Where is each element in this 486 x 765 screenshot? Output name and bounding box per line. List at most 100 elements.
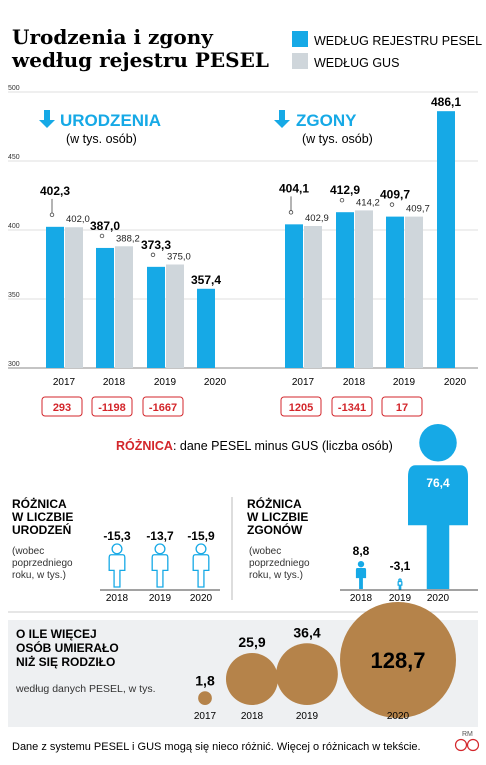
footer-text: Dane z systemu PESEL i GUS mogą się niec… [12,741,421,753]
bar-pesel [46,226,64,368]
diff-note-text: : dane PESEL minus GUS (liczba osób) [173,439,393,453]
person-icon [151,543,169,588]
bar-label-pesel: 404,1 [279,181,309,195]
bar-label-gus: 375,0 [167,252,191,263]
leader-dot [339,197,345,203]
down-arrow-icon [274,110,290,128]
bar-pesel [197,288,215,368]
bar-pesel [437,111,455,368]
title-line-1: Urodzenia i zgony [12,25,214,49]
bubble [340,602,456,718]
diff-box [331,396,373,417]
person-icon [192,543,210,588]
bubble-year: 2019 [296,711,319,722]
bubble-value: 128,7 [370,648,425,673]
bar-label-pesel: 373,3 [141,238,171,252]
person-icon [408,424,468,589]
births-change-title: RÓŻNICA [12,496,67,511]
births-heading: URODZENIA [60,111,161,130]
bubble [276,643,338,705]
y-tick-label: 450 [8,154,20,161]
deaths-change-note: poprzedniego [249,558,310,569]
births-change-title: W LICZBIE [12,510,73,524]
leader-dot [288,210,294,215]
diff-value: 17 [396,402,408,414]
births-change-year: 2020 [190,593,213,604]
legend-swatch-gus [292,53,308,69]
author-initials: RM [462,731,473,738]
births-change-note: roku, w tys.) [12,570,66,581]
diff-box [142,396,184,417]
deaths-heading: ZGONY [296,111,357,130]
births-subheading: (w tys. osób) [66,132,137,146]
legend-label-pesel: WEDŁUG REJESTRU PESEL [314,34,482,48]
bubble-year: 2020 [387,711,410,722]
bubble-value: 1,8 [195,672,215,688]
births-change-note: (wobec [12,546,44,557]
x-tick-label: 2018 [343,377,366,388]
diff-note-label: RÓŻNICA [116,438,173,453]
diff-box [91,396,133,417]
diff-value: -1198 [98,402,126,414]
diff-box [280,396,322,417]
bar-label-gus: 402,9 [305,213,329,224]
bar-gus [166,264,184,368]
leader-dot [99,233,105,239]
diff-value: 1205 [289,402,313,414]
births-change-title: URODZEŃ [12,522,71,537]
births-change-year: 2018 [106,593,129,604]
deaths-subheading: (w tys. osób) [302,132,373,146]
deaths-change-year: 2018 [350,593,373,604]
bubble-value: 25,9 [238,634,265,650]
deaths-change-value: 8,8 [353,544,370,558]
y-tick-label: 400 [8,223,20,230]
births-change-year: 2019 [149,593,172,604]
bubble-title: NIŻ SIĘ RODZIŁO [16,654,115,669]
bar-pesel [96,247,114,368]
bar-label-gus: 414,2 [356,197,380,208]
x-tick-label: 2020 [444,377,467,388]
legend-swatch-pesel [292,31,308,47]
births-change-value: -15,3 [103,529,131,543]
x-tick-label: 2020 [204,377,227,388]
bar-label-pesel: 412,9 [330,183,360,197]
bubble-note: według danych PESEL, w tys. [15,683,156,695]
bar-label-gus: 388,2 [116,233,140,244]
bar-gus [405,216,423,368]
bar-label-pesel: 486,1 [431,95,461,109]
x-tick-label: 2019 [154,377,177,388]
publisher-logo-icon [454,738,480,752]
deaths-change-value: 76,4 [426,476,450,490]
down-arrow-icon [39,110,55,128]
bubble-title: O ILE WIĘCEJ [16,627,97,641]
leader-dot [150,252,156,258]
deaths-change-note: roku, w tys.) [249,570,303,581]
diff-value: 293 [53,402,71,414]
title-line-2: według rejestru PESEL [11,48,269,72]
bar-pesel [386,216,404,368]
bar-label-pesel: 357,4 [191,273,221,287]
x-tick-label: 2018 [103,377,126,388]
diff-value: -1667 [149,402,177,414]
bar-label-pesel: 387,0 [90,219,120,233]
y-tick-label: 300 [8,361,20,368]
bar-label-pesel: 402,3 [40,184,70,198]
diff-value: -1341 [338,402,366,414]
bar-gus [355,210,373,368]
y-tick-label: 500 [8,85,20,92]
diff-note: RÓŻNICA: dane PESEL minus GUS (liczba os… [116,438,393,453]
bubble-year: 2018 [241,711,264,722]
births-change-value: -13,7 [146,529,174,543]
bubble [198,691,212,705]
bubble-value: 36,4 [293,624,320,640]
person-icon [355,560,367,589]
bar-pesel [147,266,165,368]
bar-gus [65,227,83,368]
diff-box [381,396,423,417]
bar-gus [304,225,322,368]
